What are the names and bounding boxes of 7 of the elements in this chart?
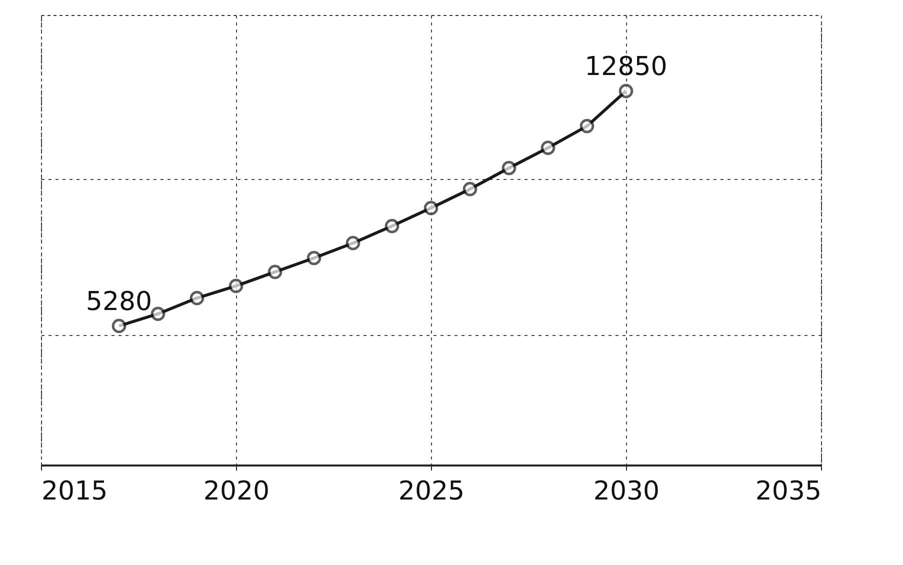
data-label: 5280 bbox=[86, 286, 152, 317]
x-tick-label: 2025 bbox=[398, 476, 465, 506]
x-tick-label: 2030 bbox=[593, 476, 660, 506]
x-tick-label: 2035 bbox=[755, 476, 822, 506]
x-tick-label: 2015 bbox=[42, 476, 108, 506]
data-label: 12850 bbox=[584, 52, 668, 82]
x-tick-label: 2020 bbox=[203, 476, 270, 506]
